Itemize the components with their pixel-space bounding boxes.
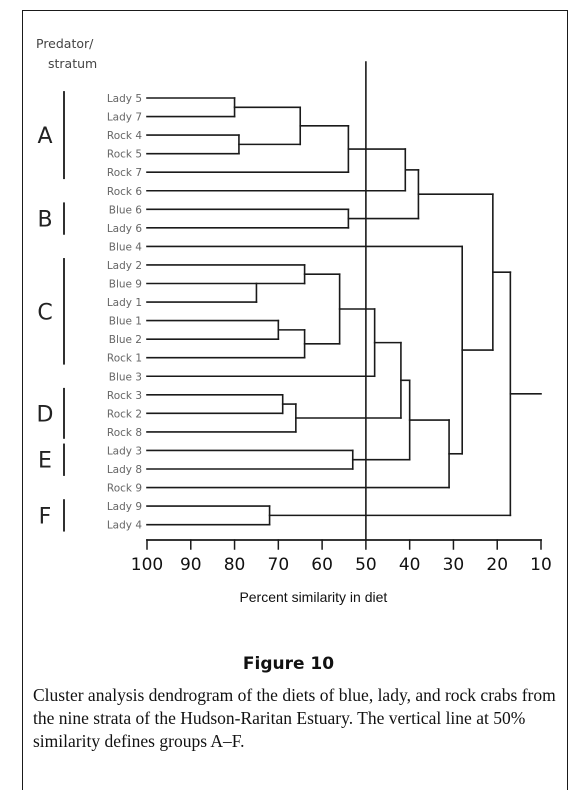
dendrogram-chart: Predator/stratum Lady 5 Lady 7 Rock 4 Rock 5…: [36, 36, 552, 605]
x-tick-label: 70: [268, 555, 290, 575]
leaf-label: Blue 2: [109, 334, 142, 346]
leaf-label: Lady 3: [107, 445, 142, 457]
leaf-label: Rock 5: [107, 149, 142, 161]
group-label: F: [39, 504, 52, 529]
x-tick-label: 20: [486, 555, 508, 575]
leaf-label: Lady 5: [107, 93, 142, 105]
leaf-label: Blue 4: [109, 241, 143, 253]
leaf-label: Lady 1: [107, 297, 142, 309]
leaf-label: Rock 4: [107, 130, 142, 142]
group-label: C: [37, 300, 52, 325]
figure-caption: Cluster analysis dendrogram of the diets…: [33, 685, 556, 751]
leaf-label: Rock 1: [107, 353, 142, 365]
leaf-label: Rock 9: [107, 483, 142, 495]
x-tick-label: 30: [443, 555, 465, 575]
leaf-label: Rock 3: [107, 390, 142, 402]
x-tick-label: 10: [530, 555, 552, 575]
x-tick-label: 60: [311, 555, 333, 575]
header-label: stratum: [48, 56, 97, 71]
x-tick-label: 40: [399, 555, 421, 575]
leaf-label: Rock 7: [107, 167, 142, 179]
header-label: Predator/: [36, 36, 94, 51]
leaf-label: Blue 9: [109, 279, 142, 291]
x-axis-title: Percent similarity in diet: [239, 589, 387, 605]
group-label: A: [37, 124, 52, 149]
leaf-label: Rock 8: [107, 427, 142, 439]
leaf-label: Lady 8: [107, 464, 142, 476]
x-tick-label: 90: [180, 555, 202, 575]
leaf-label: Blue 3: [109, 371, 142, 383]
figure-title: Figure 10: [242, 654, 335, 674]
group-label: D: [37, 402, 54, 427]
x-tick-label: 100: [131, 555, 163, 575]
x-tick-label: 50: [355, 555, 377, 575]
x-tick-label: 80: [224, 555, 246, 575]
leaf-label: Lady 7: [107, 112, 142, 124]
group-label: B: [37, 208, 52, 233]
group-label: E: [38, 449, 52, 474]
leaf-label: Rock 6: [107, 186, 142, 198]
leaf-label: Blue 6: [109, 204, 143, 216]
leaf-label: Lady 2: [107, 260, 142, 272]
leaf-label: Blue 1: [109, 316, 142, 328]
leaf-label: Rock 2: [107, 408, 142, 420]
leaf-label: Lady 6: [107, 223, 143, 235]
figure-frame: [22, 10, 568, 790]
leaf-label: Lady 9: [107, 501, 142, 513]
leaf-label: Lady 4: [107, 520, 143, 532]
